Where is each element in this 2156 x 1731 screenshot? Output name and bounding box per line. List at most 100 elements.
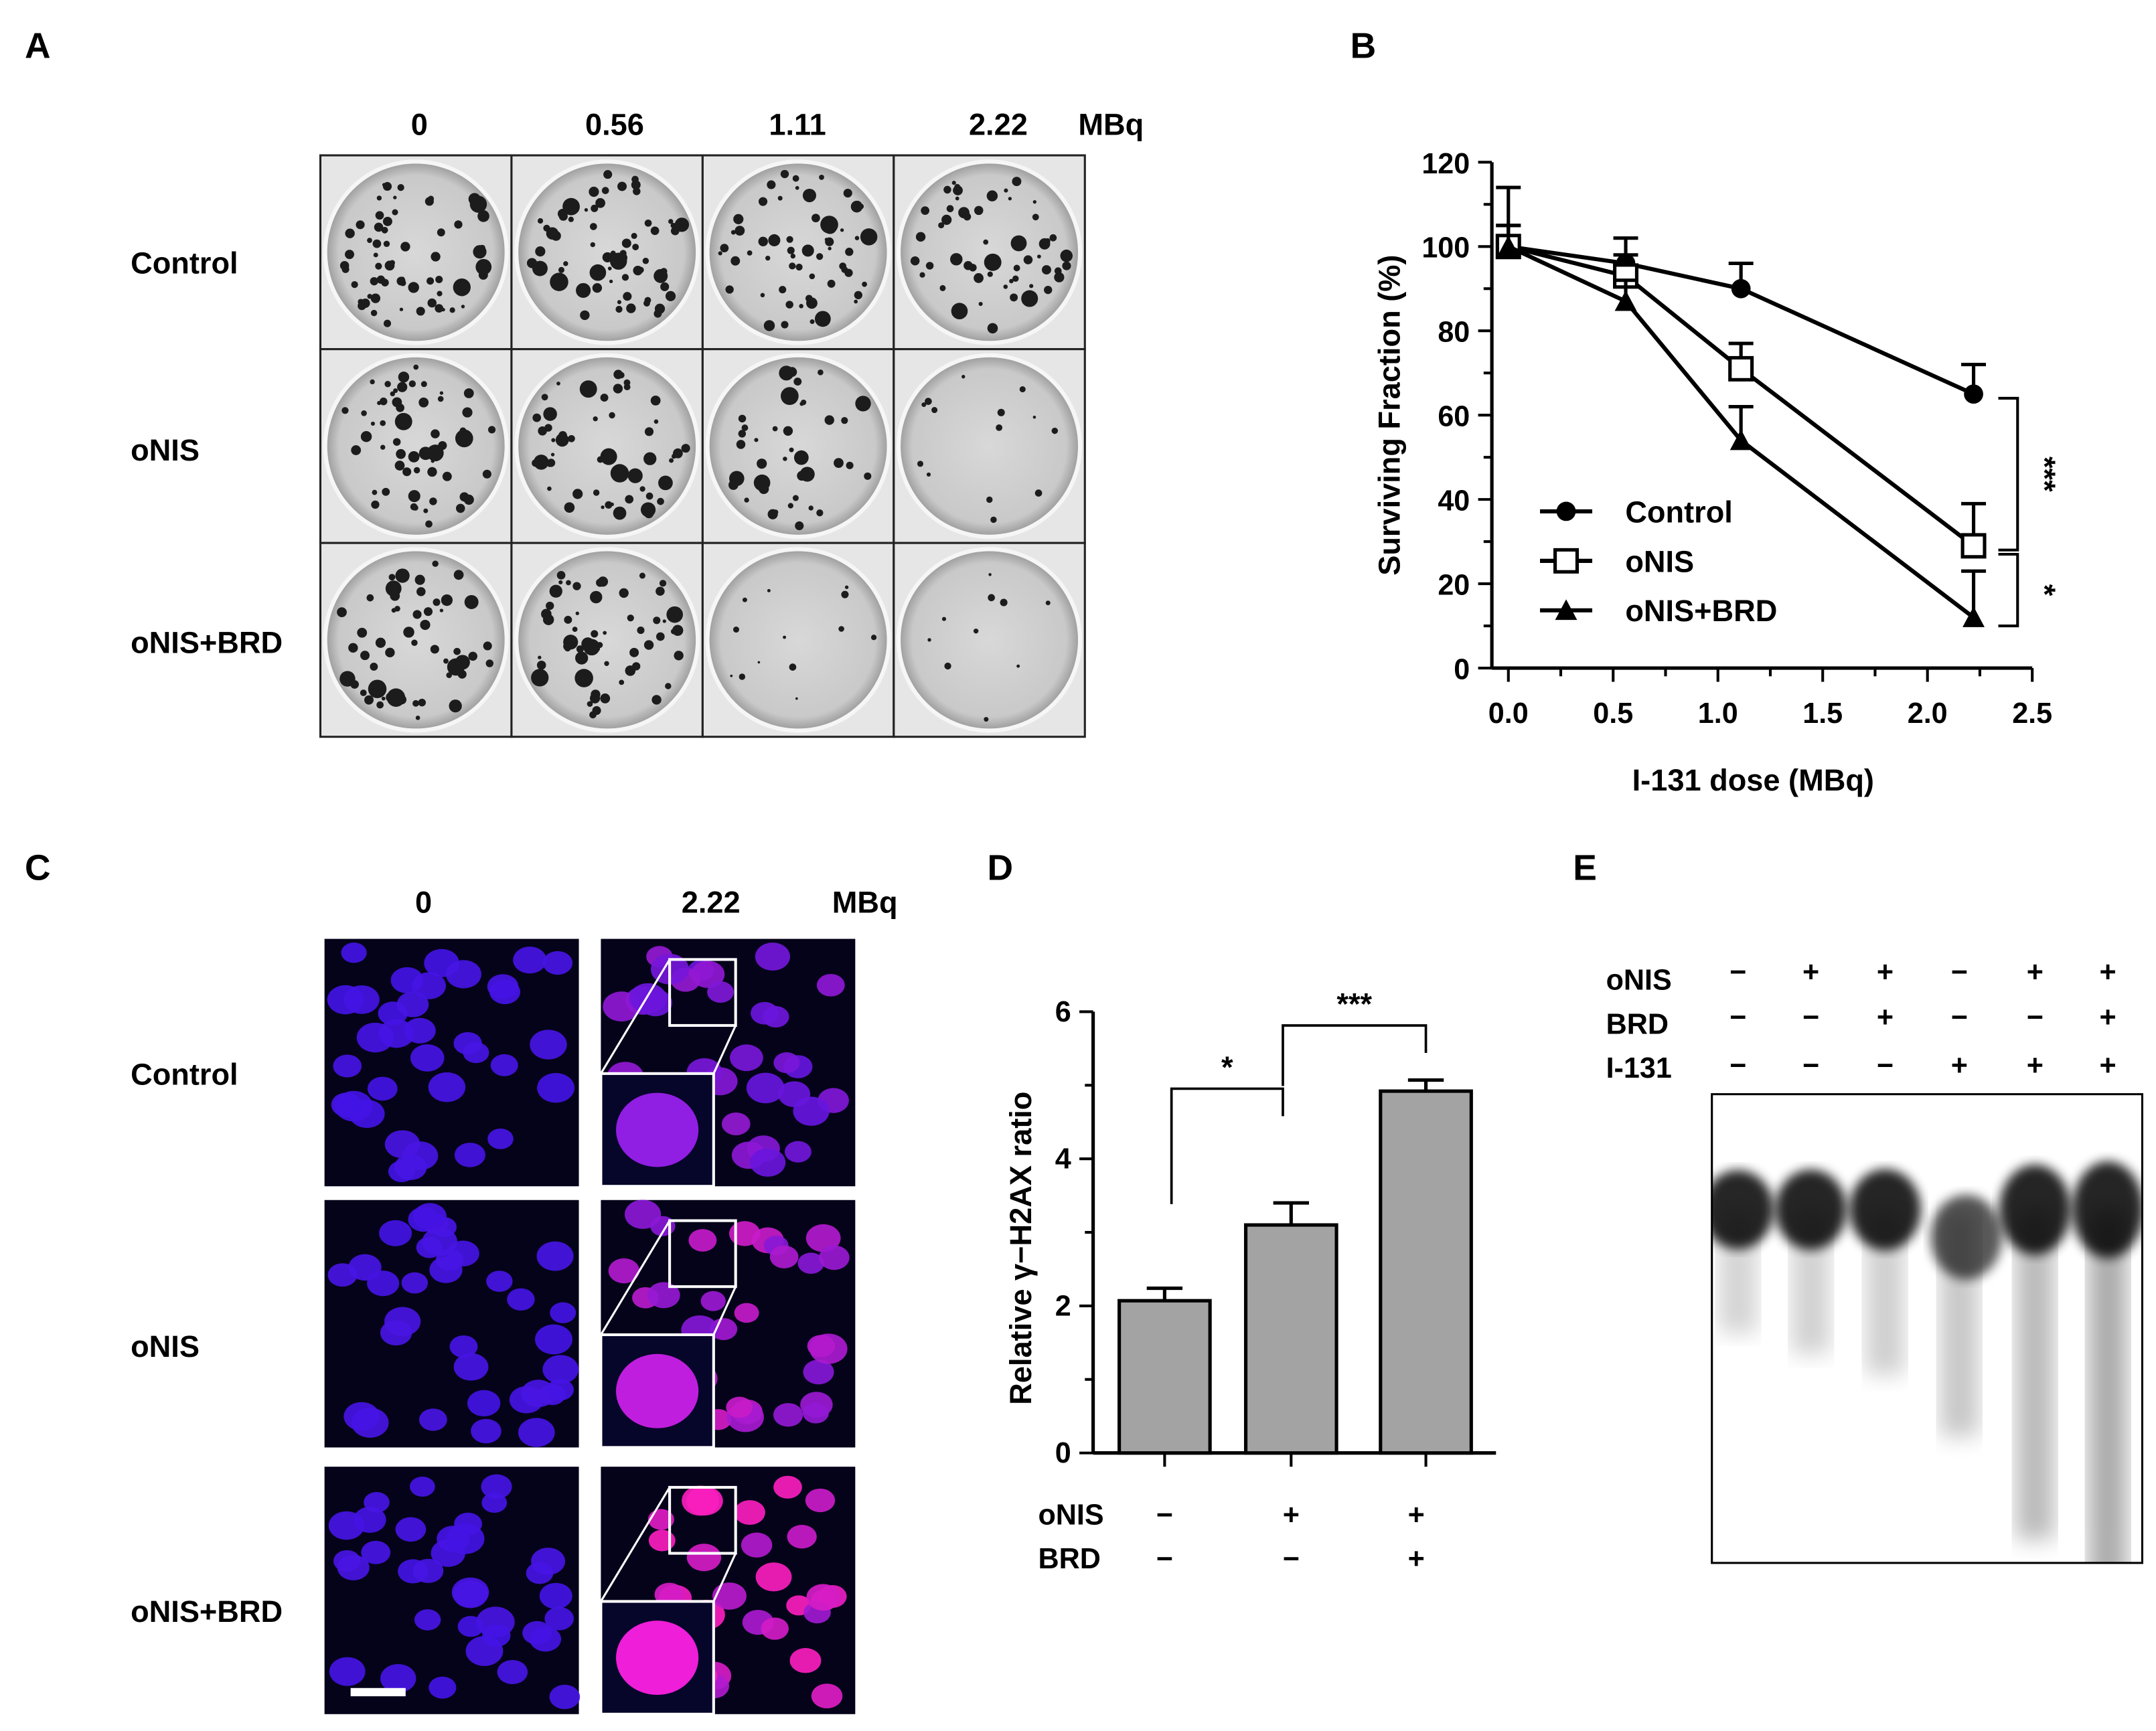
e-i131-sign-6: +: [2100, 1050, 2116, 1082]
colony: [601, 187, 609, 194]
nucleus: [787, 1525, 817, 1549]
zoom-line: [712, 1025, 737, 1074]
legend-label: oNIS: [1625, 544, 1694, 578]
survival-chart: 0.0 0.5 1.0 1.5 2.0 2.5 0 20 40 60 80 100 120 Control…: [1421, 148, 2062, 730]
colony: [1029, 284, 1034, 288]
colony: [1000, 598, 1008, 606]
colony: [418, 397, 429, 408]
dna-smear: [2015, 1210, 2055, 1540]
colony: [613, 506, 627, 520]
panel-c-letter: C: [25, 848, 51, 888]
colony: [382, 487, 390, 496]
colony: [1045, 238, 1051, 244]
colony: [921, 206, 930, 215]
y-tick-label: 80: [1438, 317, 1470, 349]
colony: [656, 632, 665, 641]
colony: [360, 431, 372, 442]
sig-bracket-control-onis-label: ***: [2027, 457, 2062, 492]
nucleus: [471, 1418, 502, 1444]
culture-dish: [323, 353, 509, 540]
colony: [645, 492, 653, 500]
series-triangle: [1496, 224, 1987, 627]
colony: [650, 226, 660, 236]
colony: [816, 509, 824, 517]
colony: [974, 273, 984, 283]
colony: [423, 508, 429, 513]
colony: [595, 197, 605, 208]
colony: [787, 503, 793, 509]
colony: [383, 240, 390, 248]
zoomed-nucleus: [616, 1353, 699, 1428]
colony: [789, 262, 796, 270]
nucleus: [497, 1659, 528, 1685]
colony: [395, 568, 410, 583]
colony: [430, 645, 439, 654]
nucleus: [380, 1320, 412, 1346]
colony: [384, 381, 391, 388]
e-cond-label-onis: oNIS: [1606, 965, 1672, 997]
colony: [546, 601, 554, 610]
colony: [864, 472, 872, 480]
nucleus: [805, 1224, 841, 1252]
colony: [449, 699, 462, 713]
sig-bracket-onis-brd: [1998, 552, 2019, 628]
colony: [786, 236, 793, 243]
colony: [600, 693, 611, 704]
colony: [584, 208, 589, 212]
scale-bar: [350, 1687, 406, 1697]
colony: [1037, 254, 1041, 259]
colony: [834, 458, 844, 469]
colony: [783, 457, 787, 461]
nucleus: [453, 1353, 489, 1381]
colony: [1013, 264, 1020, 272]
colony: [453, 278, 471, 297]
colony: [644, 219, 652, 227]
colony: [592, 283, 603, 293]
colony: [910, 256, 920, 266]
colony: [931, 407, 938, 414]
colony: [408, 450, 420, 463]
nucleus: [416, 1236, 443, 1258]
colony: [666, 606, 684, 623]
colony: [439, 391, 444, 395]
colony: [398, 372, 410, 383]
colony: [783, 426, 793, 436]
colony: [579, 380, 597, 398]
colony: [610, 502, 614, 507]
colony: [621, 238, 631, 248]
nucleus: [755, 1562, 792, 1592]
colony: [601, 505, 605, 509]
colony: [576, 645, 584, 653]
nucleus: [384, 1130, 420, 1159]
colony: [453, 570, 464, 580]
nucleus: [806, 1584, 840, 1611]
colony: [781, 321, 789, 329]
colony: [627, 468, 643, 483]
nucleus: [530, 1626, 562, 1652]
nucleus: [707, 981, 734, 1003]
zoomed-nucleus: [616, 1092, 699, 1167]
colony: [951, 181, 956, 185]
nucleus: [647, 1282, 680, 1309]
culture-dish: [896, 353, 1083, 540]
x-tick-label: 2.0: [1908, 697, 1948, 730]
colony: [603, 631, 607, 635]
colony: [1016, 664, 1020, 668]
panel-e-letter: E: [1573, 848, 1597, 888]
colony: [816, 253, 824, 260]
nucleus: [769, 1245, 799, 1268]
d-brd-sign-2: −: [1283, 1543, 1300, 1575]
colony: [442, 471, 452, 481]
nucleus: [535, 1324, 572, 1355]
marker-triangle: [1962, 606, 1985, 627]
colony: [575, 611, 579, 615]
marker-triangle: [1497, 235, 1520, 256]
nucleus: [784, 1141, 812, 1163]
colony: [380, 420, 386, 426]
colony: [996, 424, 1003, 431]
colony: [990, 516, 997, 523]
colony: [738, 430, 747, 438]
colony: [720, 244, 729, 253]
zoom-line: [600, 959, 671, 1074]
